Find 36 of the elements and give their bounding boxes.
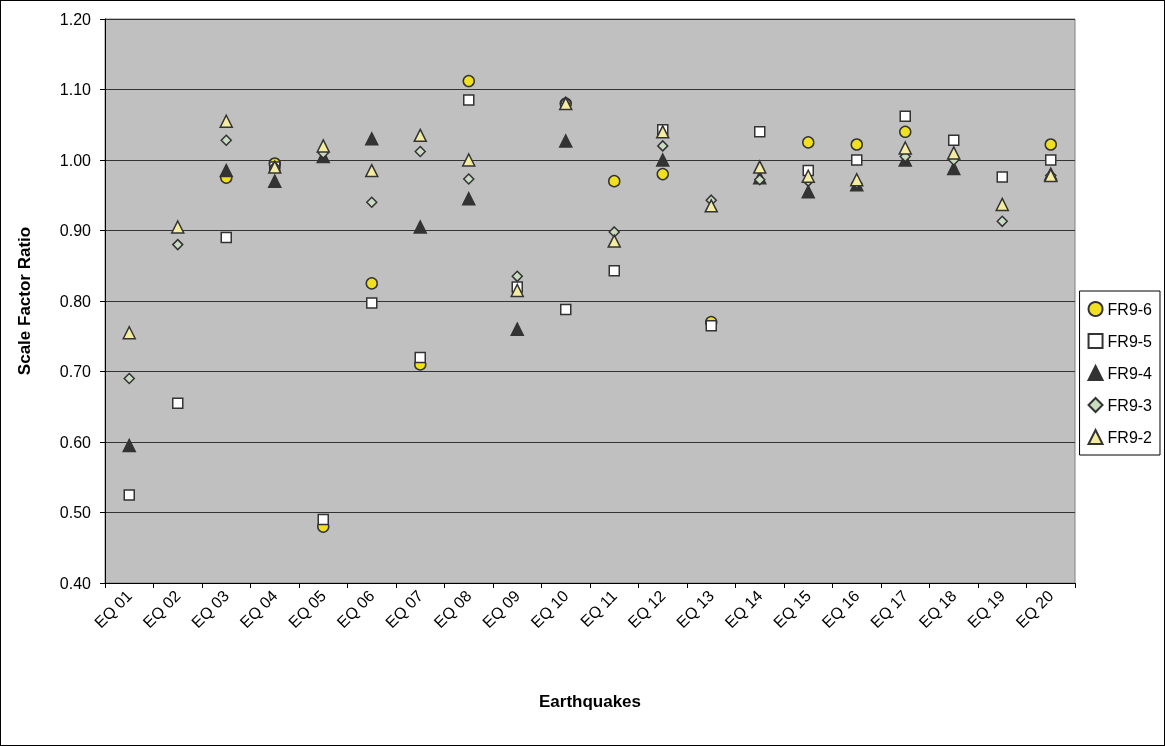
- x-tick-label: EQ 05: [285, 586, 330, 632]
- y-tick-label: 1.00: [59, 151, 92, 169]
- legend-label: FR9-3: [1107, 396, 1153, 414]
- y-tick-label: 1.20: [59, 10, 92, 28]
- y-tick-label: 0.80: [59, 292, 92, 310]
- x-tick-label: EQ 13: [673, 586, 718, 632]
- legend-label: FR9-2: [1107, 428, 1153, 446]
- legend-label: FR9-5: [1107, 332, 1153, 350]
- x-tick-label: EQ 03: [188, 586, 233, 632]
- x-tick-label: EQ 16: [818, 586, 863, 632]
- x-tick-label: EQ 20: [1012, 586, 1057, 632]
- x-tick-label: EQ 15: [770, 586, 815, 632]
- y-axis-title: Scale Factor Ratio: [15, 226, 34, 376]
- x-tick-label: EQ 02: [139, 586, 184, 632]
- x-tick-label: EQ 01: [91, 586, 136, 632]
- y-tick-label: 1.10: [59, 81, 92, 98]
- x-tick-label: EQ 19: [964, 586, 1009, 632]
- x-tick-label: EQ 17: [867, 586, 912, 632]
- x-tick-label: EQ 18: [915, 586, 960, 632]
- y-tick-label: 0.60: [59, 433, 92, 451]
- x-axis-title: Earthquakes: [538, 692, 642, 711]
- legend-label: FR9-4: [1107, 364, 1153, 382]
- y-tick-label: 0.70: [59, 363, 92, 380]
- x-tick-label: EQ 10: [527, 586, 572, 632]
- x-tick-label: EQ 07: [382, 586, 427, 632]
- y-tick-label: 0.50: [59, 504, 92, 521]
- x-tick-label: EQ 14: [721, 586, 766, 632]
- x-tick-label: EQ 06: [333, 586, 378, 632]
- x-tick-label: EQ 04: [236, 586, 281, 632]
- x-tick-label: EQ 11: [577, 586, 621, 631]
- x-tick-label: EQ 12: [624, 586, 669, 632]
- y-tick-label: 0.90: [59, 222, 92, 239]
- x-tick-label: EQ 09: [479, 586, 524, 632]
- x-tick-label: EQ 08: [430, 586, 475, 632]
- legend-label: FR9-6: [1107, 300, 1153, 318]
- y-tick-label: 0.40: [59, 574, 92, 592]
